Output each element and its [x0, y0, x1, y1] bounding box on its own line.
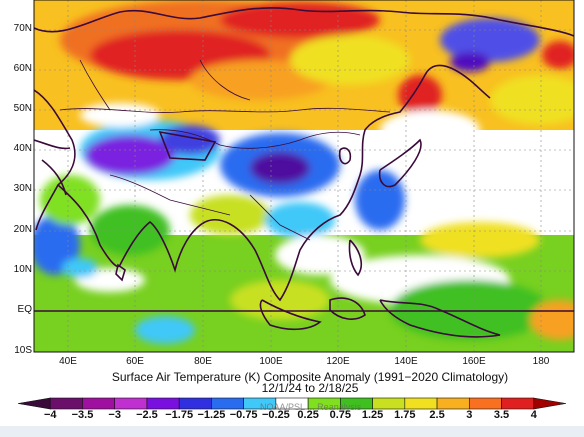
lon-label-140e: 140E [394, 356, 418, 367]
lon-label-80e: 80E [194, 356, 212, 367]
colorbar-swatch [82, 397, 116, 410]
colorbar-tick-label: 0.75 [329, 409, 352, 421]
colorbar-swatch [114, 397, 148, 410]
colorbar-tick-label: 0.25 [297, 409, 319, 421]
colorbar-tick-label: −2.5 [136, 409, 158, 421]
colorbar-tick-label: −0.75 [229, 409, 258, 421]
bottom-strip [0, 426, 584, 437]
colorbar-tick-label: 3 [466, 409, 473, 421]
colorbar-swatch [178, 397, 212, 410]
lon-label-60e: 60E [126, 356, 144, 367]
colorbar [17, 397, 567, 410]
lat-label-60n: 60N [13, 63, 32, 74]
lat-label-20n: 20N [13, 224, 32, 235]
colorbar-tick-label: 1.75 [394, 409, 416, 421]
lon-label-160e: 160E [462, 356, 486, 367]
lat-label-10s: 10S [14, 345, 32, 356]
colorbar-tick-label: −1.75 [165, 409, 194, 421]
colorbar-swatch [501, 397, 535, 410]
graticule [34, 0, 574, 352]
colorbar-swatch [404, 397, 438, 410]
anomaly-field [34, 0, 574, 352]
map-frame [33, 0, 575, 353]
lat-label-40n: 40N [13, 143, 32, 154]
coastlines [34, 7, 574, 338]
lat-label-eq: EQ [17, 304, 32, 315]
country-borders [59, 59, 391, 241]
colorbar-swatch [49, 397, 83, 410]
colorbar-tick-label: 4 [530, 409, 537, 421]
colorbar-swatch [372, 397, 406, 410]
map-date-range: 12/1/24 to 2/18/25 [261, 381, 359, 395]
colorbar-tick-label: −4 [43, 409, 57, 421]
lat-label-70n: 70N [13, 23, 32, 34]
colorbar-tick-label: −3.5 [71, 409, 94, 421]
lat-label-30n: 30N [13, 183, 32, 194]
colorbar-swatch [211, 397, 244, 410]
colorbar-swatch [533, 397, 567, 410]
lat-label-50n: 50N [13, 103, 32, 114]
lon-label-40e: 40E [59, 356, 77, 367]
map-credit: NOAA/PSL ... Reanalysis [260, 402, 362, 412]
colorbar-swatch [146, 397, 180, 410]
lat-label-10n: 10N [13, 264, 32, 275]
lon-label-100e: 100E [259, 356, 283, 367]
colorbar-tick-label: 1.25 [361, 409, 384, 421]
colorbar-labels: −4 −3.5 −3 −2.5 −1.75 −1.25 −0.75 −0.25 0.25 0.75… [0, 409, 584, 425]
colorbar-tick-label: −3 [108, 409, 121, 421]
map-caption: Surface Air Temperature (K) Composite An… [60, 370, 560, 395]
colorbar-swatch [17, 397, 51, 410]
colorbar-tick-label: 2.5 [429, 409, 445, 421]
colorbar-tick-label: −1.25 [197, 409, 226, 421]
colorbar-swatch [468, 397, 502, 410]
map-title: Surface Air Temperature (K) Composite An… [111, 370, 509, 384]
lon-label-180: 180 [532, 356, 550, 367]
colorbar-tick-label: 3.5 [493, 409, 510, 421]
lon-label-120e: 120E [326, 356, 350, 367]
colorbar-tick-label: −0.25 [261, 409, 290, 421]
colorbar-swatch [436, 397, 470, 410]
